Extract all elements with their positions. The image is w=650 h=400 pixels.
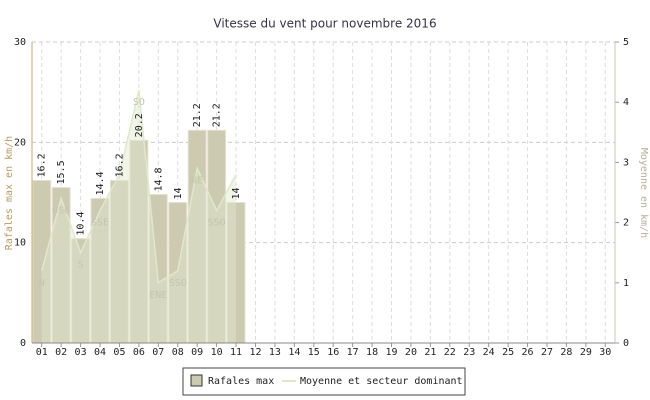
- x-tick-label: 14: [288, 347, 300, 358]
- y2-tick-label: 4: [623, 97, 629, 108]
- x-tick-label: 06: [133, 347, 145, 358]
- value-label: 16.2: [114, 153, 125, 177]
- x-tick-label: 17: [347, 347, 359, 358]
- legend-label: Rafales max: [208, 376, 274, 387]
- direction-label: ENE: [149, 290, 167, 301]
- x-tick-label: 18: [366, 347, 378, 358]
- x-tick-label: 20: [405, 347, 417, 358]
- x-tick-label: 21: [424, 347, 436, 358]
- direction-label: SSE: [91, 218, 109, 229]
- value-label: 21.2: [192, 103, 203, 127]
- x-tick-label: 29: [580, 347, 592, 358]
- y-tick-label: 30: [14, 37, 26, 48]
- direction-label: SSO: [169, 278, 187, 289]
- value-label: 15.5: [56, 160, 67, 184]
- x-tick-label: 10: [211, 347, 223, 358]
- value-label: 21.2: [212, 103, 223, 127]
- x-tick-label: 16: [327, 347, 339, 358]
- x-tick-label: 03: [75, 347, 87, 358]
- y-tick-label: 0: [20, 338, 26, 349]
- value-label: 16.2: [37, 153, 48, 177]
- legend-label: Moyenne et secteur dominant: [300, 376, 463, 387]
- y2-tick-label: 1: [623, 278, 629, 289]
- legend-box: [182, 367, 466, 396]
- y2-tick-label: 2: [623, 218, 629, 229]
- line: [40, 89, 237, 285]
- value-label: 14: [173, 187, 184, 199]
- legend-swatch: [190, 374, 203, 387]
- y2-axis-label: Moyenne en km/h: [638, 148, 649, 238]
- x-tick-label: 01: [36, 347, 48, 358]
- x-tick-label: 27: [541, 347, 553, 358]
- x-tick-label: 15: [308, 347, 320, 358]
- direction-label: S: [78, 260, 84, 271]
- x-tick-label: 13: [269, 347, 281, 358]
- value-label: 14.4: [95, 171, 106, 195]
- x-tick-label: 23: [463, 347, 475, 358]
- x-tick-label: 04: [94, 347, 106, 358]
- direction-label: SO: [133, 97, 145, 108]
- area: [41, 90, 237, 343]
- x-tick-label: 30: [599, 347, 611, 358]
- value-label: 20.2: [134, 113, 145, 137]
- x-tick-label: 11: [230, 347, 242, 358]
- y2-tick-label: 5: [623, 37, 629, 48]
- x-tick-label: 07: [152, 347, 164, 358]
- y2-tick-label: 0: [623, 338, 629, 349]
- y-tick-label: 20: [14, 137, 26, 148]
- chart-title: Vitesse du vent pour novembre 2016: [213, 17, 436, 31]
- x-tick-label: 05: [113, 347, 125, 358]
- x-tick-label: 22: [444, 347, 456, 358]
- x-tick-label: 09: [191, 347, 203, 358]
- x-tick-label: 02: [55, 347, 67, 358]
- x-tick-label: 28: [560, 347, 572, 358]
- value-label: 14.8: [153, 167, 164, 191]
- x-tick-label: 24: [483, 347, 495, 358]
- x-tick-label: 08: [172, 347, 184, 358]
- x-tick-label: 26: [522, 347, 534, 358]
- value-label: 10.4: [76, 212, 87, 236]
- x-tick-label: 25: [502, 347, 514, 358]
- direction-label: OSO: [52, 206, 70, 217]
- direction-label: SSO: [208, 218, 226, 229]
- direction-label: N: [39, 278, 45, 289]
- x-tick-label: 19: [385, 347, 397, 358]
- y-axis-label: Rafales max en km/h: [4, 136, 15, 250]
- y-tick-label: 10: [14, 238, 26, 249]
- x-tick-label: 12: [249, 347, 261, 358]
- value-label: 14: [231, 187, 242, 199]
- direction-label: NE: [191, 175, 203, 186]
- y2-tick-label: 3: [623, 157, 629, 168]
